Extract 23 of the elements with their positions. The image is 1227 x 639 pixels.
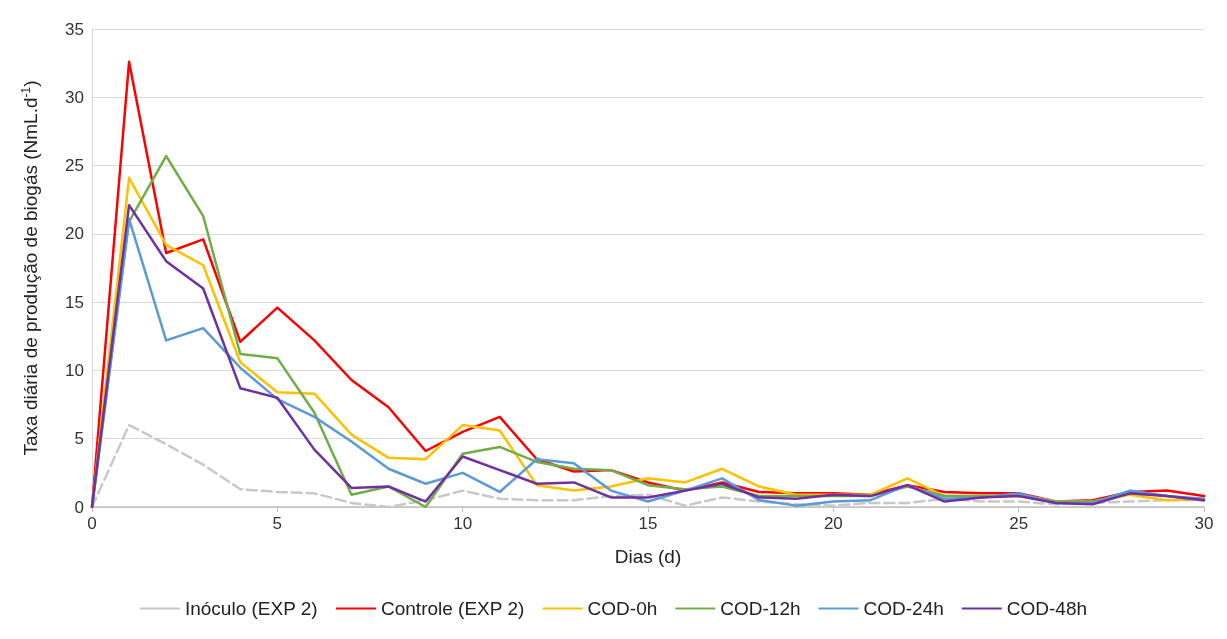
x-tick-label: 5 xyxy=(272,514,283,533)
x-tick-label: 0 xyxy=(87,514,97,533)
y-tick-label: 15 xyxy=(65,292,84,312)
y-tick-label: 10 xyxy=(65,360,84,380)
y-tick-label: 20 xyxy=(65,224,84,244)
x-tick-label: 15 xyxy=(638,514,658,533)
legend-label: COD-12h xyxy=(720,598,801,619)
y-axis-title: Taxa diária de produção de biogás (NmL.d-1) xyxy=(19,80,41,456)
legend-label: Controle (EXP 2) xyxy=(381,598,525,619)
x-tick-label: 25 xyxy=(1009,514,1029,533)
x-tick-label: 30 xyxy=(1194,514,1214,533)
legend-label: COD-0h xyxy=(587,598,658,619)
y-tick-label: 5 xyxy=(74,429,84,449)
y-tick-label: 25 xyxy=(65,156,84,176)
legend-label: COD-48h xyxy=(1006,598,1088,619)
legend-label: COD-24h xyxy=(863,598,944,619)
x-axis-title: Dias (d) xyxy=(614,546,682,567)
y-tick-label: 35 xyxy=(65,19,84,39)
y-tick-label: 30 xyxy=(65,87,84,107)
legend-label: Inóculo (EXP 2) xyxy=(184,598,318,619)
y-tick-label: 0 xyxy=(74,497,84,517)
x-tick-label: 10 xyxy=(453,514,473,533)
x-tick-label: 20 xyxy=(823,514,843,533)
